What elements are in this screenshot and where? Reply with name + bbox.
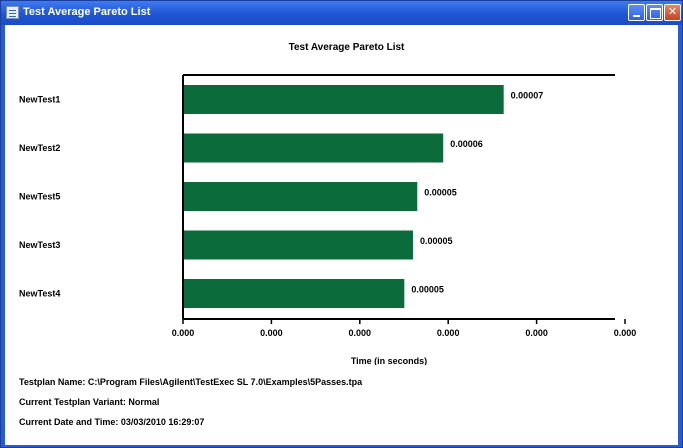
x-tick-label-0: 0.000: [172, 328, 195, 338]
close-button[interactable]: ✕: [664, 4, 681, 21]
current-datetime: Current Date and Time: 03/03/2010 16:29:…: [19, 417, 205, 427]
chart-title: Test Average Pareto List: [288, 42, 405, 53]
value-label-newtest3: 0.00005: [420, 236, 453, 246]
category-label-newtest4: NewTest4: [19, 289, 60, 299]
bar-newtest4: [184, 279, 405, 308]
title-bar[interactable]: Test Average Pareto List ✕: [1, 1, 682, 25]
x-axis-title: Time (in seconds): [351, 356, 427, 365]
bar-newtest3: [184, 230, 413, 260]
category-label-newtest2: NewTest2: [19, 143, 60, 153]
minimize-button[interactable]: [628, 4, 645, 21]
x-tick-label-2: 0.000: [349, 328, 372, 338]
category-label-newtest1: NewTest1: [19, 95, 60, 105]
category-label-newtest5: NewTest5: [19, 192, 60, 202]
category-label-newtest3: NewTest3: [19, 240, 60, 250]
pareto-chart: NewTest1 0.00007 NewTest2 0.00006 NewTest5 0.…: [19, 74, 637, 365]
bar-newtest2: [184, 133, 444, 163]
window-title: Test Average Pareto List: [23, 6, 151, 18]
value-label-newtest5: 0.00005: [424, 188, 457, 198]
chart-area: Test Average Pareto List NewTest1 0.00007…: [5, 25, 678, 445]
value-label-newtest2: 0.00006: [450, 139, 483, 149]
x-tick-label-1: 0.000: [260, 328, 283, 338]
x-tick-label-3: 0.000: [437, 328, 460, 338]
app-list-icon[interactable]: [6, 6, 19, 19]
value-label-newtest4: 0.00005: [411, 285, 444, 295]
testplan-variant: Current Testplan Variant: Normal: [19, 397, 160, 407]
testplan-name: Testplan Name: C:\Program Files\Agilent\…: [19, 377, 363, 387]
x-tick-label-5: 0.000: [614, 328, 637, 338]
x-tick-label-4: 0.000: [525, 328, 548, 338]
maximize-button[interactable]: [646, 4, 663, 21]
bar-newtest1: [184, 85, 504, 114]
value-label-newtest1: 0.00007: [511, 91, 544, 101]
bar-newtest5: [184, 182, 418, 211]
